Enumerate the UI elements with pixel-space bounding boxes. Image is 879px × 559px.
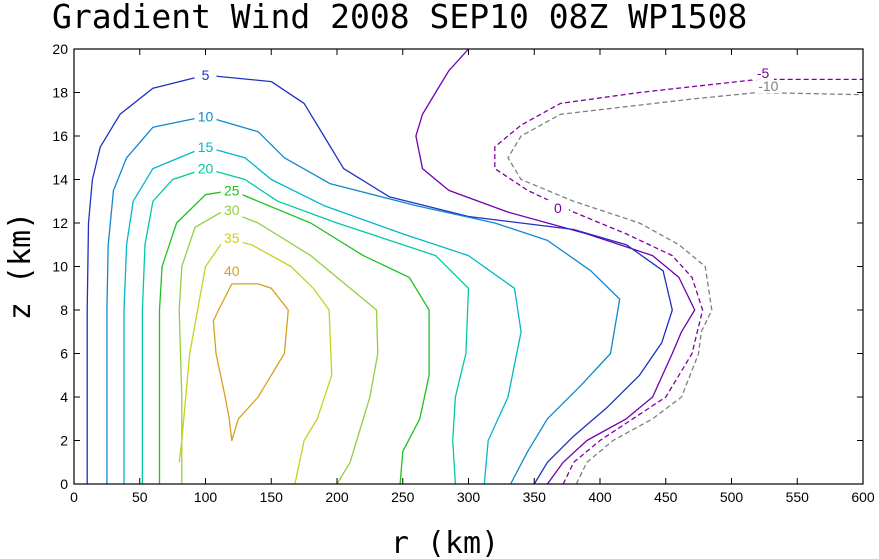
contour-line — [86, 74, 673, 485]
x-tick-label: 500 — [720, 489, 744, 505]
y-tick-label: 0 — [60, 476, 68, 492]
contour-label: 40 — [224, 263, 240, 279]
y-tick-label: 14 — [52, 172, 68, 188]
x-tick-label: 250 — [391, 489, 415, 505]
contour-label: 25 — [224, 182, 240, 198]
x-tick-label: 550 — [786, 489, 810, 505]
axes: 0 50 100 150 200 250 300 350 400 450 500 550 6000246… — [52, 41, 874, 505]
x-tick-label: 300 — [457, 489, 481, 505]
contour-label-bg — [220, 262, 243, 278]
contour-line — [123, 146, 522, 485]
plot-area: -10-5 0 5 10 15 20 25 30 35 40 — [86, 48, 864, 485]
y-tick-label: 10 — [52, 259, 68, 275]
y-tick-label: 18 — [52, 85, 68, 101]
x-tick-label: 600 — [851, 489, 875, 505]
contour-label: 5 — [202, 67, 210, 83]
contour-line — [415, 48, 696, 485]
contour-label-bg — [220, 230, 243, 246]
contour-label: 10 — [198, 108, 214, 124]
y-tick-label: 8 — [60, 302, 68, 318]
contour-label-bg — [220, 182, 243, 198]
y-tick-label: 20 — [52, 41, 68, 57]
y-tick-label: 6 — [60, 346, 68, 362]
contour-label: 0 — [554, 200, 562, 216]
contour-label: 15 — [198, 139, 214, 155]
x-axis-title: r (km) — [391, 526, 499, 559]
contour-label-bg — [752, 64, 775, 80]
contour-label-bg — [194, 160, 217, 176]
contour-label: -10 — [758, 78, 778, 94]
y-tick-label: 16 — [52, 128, 68, 144]
x-tick-label: 450 — [654, 489, 678, 505]
contour-line — [212, 283, 289, 442]
contour-label-bg — [194, 67, 217, 83]
y-tick-label: 4 — [60, 389, 68, 405]
contour-label-bg — [220, 201, 243, 217]
y-axis-title: z (km) — [3, 212, 38, 320]
contour-line — [178, 209, 379, 485]
y-tick-label: 12 — [52, 215, 68, 231]
contour-line — [507, 91, 864, 485]
contour-label-bg — [757, 77, 780, 93]
contour-line — [158, 189, 430, 485]
contour-label: 35 — [224, 230, 240, 246]
contour-line — [178, 237, 333, 485]
contour-line — [106, 115, 621, 485]
contour-line — [494, 78, 863, 485]
contour-label: 20 — [198, 161, 214, 177]
x-tick-label: 400 — [588, 489, 612, 505]
plot-frame — [73, 48, 864, 485]
contour-label-bg — [194, 138, 217, 154]
x-tick-label: 350 — [523, 489, 547, 505]
x-tick-label: 150 — [260, 489, 284, 505]
x-tick-label: 100 — [194, 489, 218, 505]
contour-label-bg — [546, 199, 569, 215]
chart-title: Gradient Wind 2008 SEP10 08Z WP1508 — [52, 0, 747, 36]
contour-label: 30 — [224, 202, 240, 218]
x-tick-label: 0 — [70, 489, 78, 505]
x-tick-label: 200 — [325, 489, 349, 505]
y-tick-label: 2 — [60, 433, 68, 449]
x-tick-label: 50 — [132, 489, 148, 505]
contour-line — [141, 167, 470, 485]
contour-label: -5 — [757, 65, 770, 81]
contour-label-bg — [194, 108, 217, 124]
